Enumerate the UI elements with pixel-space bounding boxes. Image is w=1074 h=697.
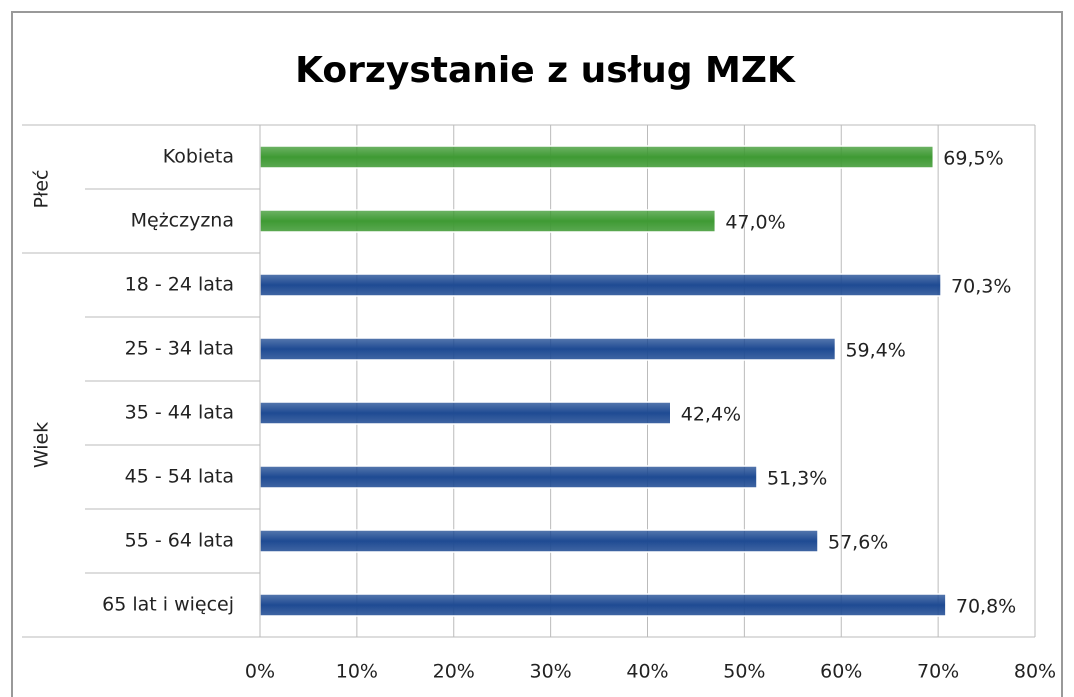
x-tick-label: 80%: [1014, 661, 1056, 683]
y-tick-label: 55 - 64 lata: [125, 530, 234, 552]
y-tick-label: 25 - 34 lata: [125, 338, 234, 360]
y-tick-label: 35 - 44 lata: [125, 402, 234, 424]
data-label: 69,5%: [943, 148, 1003, 170]
x-tick-label: 0%: [245, 661, 275, 683]
group-label: Płeć: [31, 170, 53, 209]
bar: [259, 145, 935, 169]
bar: [259, 337, 837, 361]
data-label: 70,8%: [956, 596, 1016, 618]
y-tick-label: Mężczyzna: [131, 210, 234, 232]
bar: [259, 465, 758, 489]
x-tick-label: 30%: [530, 661, 572, 683]
x-tick-label: 40%: [626, 661, 668, 683]
bar: [259, 593, 947, 617]
data-label: 70,3%: [951, 276, 1011, 298]
data-label: 57,6%: [828, 532, 888, 554]
data-label: 51,3%: [767, 468, 827, 490]
x-tick-label: 50%: [723, 661, 765, 683]
y-tick-label: Kobieta: [163, 146, 234, 168]
bar: [259, 529, 819, 553]
y-tick-label: 45 - 54 lata: [125, 466, 234, 488]
group-label: Wiek: [31, 422, 53, 468]
bar: [259, 209, 717, 233]
x-tick-label: 20%: [433, 661, 475, 683]
y-tick-label: 18 - 24 lata: [125, 274, 234, 296]
chart-title: Korzystanie z usług MZK: [295, 50, 796, 91]
bar: [259, 401, 672, 425]
y-tick-label: 65 lat i więcej: [102, 594, 234, 616]
data-label: 47,0%: [725, 212, 785, 234]
bar: [259, 273, 942, 297]
data-label: 59,4%: [845, 340, 905, 362]
x-tick-label: 70%: [917, 661, 959, 683]
x-tick-label: 10%: [336, 661, 378, 683]
x-tick-label: 60%: [820, 661, 862, 683]
data-label: 42,4%: [681, 404, 741, 426]
